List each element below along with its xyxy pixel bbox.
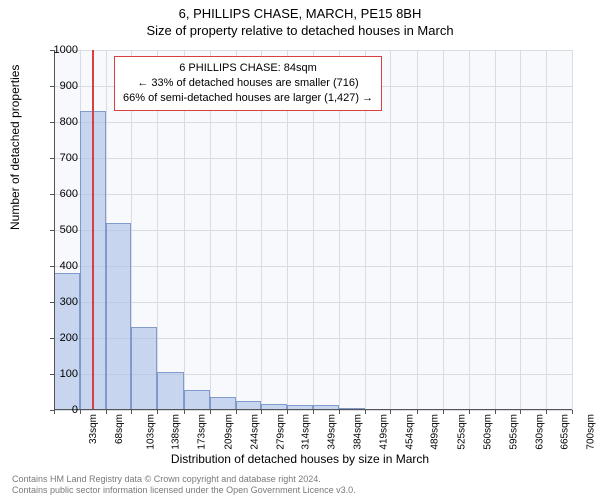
gridline-v [469, 50, 470, 410]
gridline-v [443, 50, 444, 410]
ytick-label: 0 [72, 404, 78, 416]
ytick-label: 400 [60, 260, 78, 272]
xtick-mark [365, 410, 366, 414]
highlight-line [92, 50, 94, 410]
xtick-label: 384sqm [353, 414, 364, 450]
xtick-label: 419sqm [378, 414, 389, 450]
chart-area: 6 PHILLIPS CHASE: 84sqm← 33% of detached… [54, 50, 572, 410]
ytick-label: 700 [60, 152, 78, 164]
xtick-label: 665sqm [560, 414, 571, 450]
xtick-mark [184, 410, 185, 414]
y-axis-line [54, 50, 55, 410]
xtick-label: 209sqm [223, 414, 234, 450]
xtick-mark [495, 410, 496, 414]
xtick-mark [572, 410, 573, 414]
xtick-label: 103sqm [145, 414, 156, 450]
chart-title-line2: Size of property relative to detached ho… [0, 23, 600, 38]
xtick-label: 349sqm [327, 414, 338, 450]
xtick-mark [443, 410, 444, 414]
xtick-label: 454sqm [404, 414, 415, 450]
footer-line1: Contains HM Land Registry data © Crown c… [12, 474, 356, 485]
gridline-v [390, 50, 391, 410]
xtick-mark [287, 410, 288, 414]
xtick-mark [469, 410, 470, 414]
xtick-label: 630sqm [534, 414, 545, 450]
xtick-mark [417, 410, 418, 414]
xtick-mark [339, 410, 340, 414]
xtick-label: 314sqm [301, 414, 312, 450]
histogram-bar [184, 390, 210, 410]
ytick-label: 600 [60, 188, 78, 200]
x-axis-line [54, 409, 572, 410]
xtick-label: 489sqm [430, 414, 441, 450]
gridline-v [520, 50, 521, 410]
ytick-label: 800 [60, 116, 78, 128]
ytick-label: 500 [60, 224, 78, 236]
xtick-label: 560sqm [482, 414, 493, 450]
xtick-label: 595sqm [508, 414, 519, 450]
xtick-mark [390, 410, 391, 414]
ytick-label: 1000 [54, 44, 78, 56]
histogram-bar [131, 327, 157, 410]
gridline-v [417, 50, 418, 410]
ytick-label: 200 [60, 332, 78, 344]
ytick-label: 900 [60, 80, 78, 92]
xtick-label: 173sqm [197, 414, 208, 450]
xtick-label: 700sqm [586, 414, 597, 450]
histogram-bar [157, 372, 184, 410]
xtick-mark [157, 410, 158, 414]
footer-attribution: Contains HM Land Registry data © Crown c… [12, 474, 356, 497]
annotation-line2: ← 33% of detached houses are smaller (71… [123, 76, 373, 91]
xtick-mark [106, 410, 107, 414]
xtick-label: 525sqm [457, 414, 468, 450]
xtick-mark [236, 410, 237, 414]
xtick-mark [210, 410, 211, 414]
y-axis-label: Number of detached properties [8, 65, 22, 230]
annotation-line1: 6 PHILLIPS CHASE: 84sqm [123, 61, 373, 76]
xtick-mark [546, 410, 547, 414]
xtick-label: 68sqm [114, 414, 125, 444]
histogram-bar [106, 223, 132, 410]
xtick-mark [131, 410, 132, 414]
gridline-v [495, 50, 496, 410]
xtick-mark [313, 410, 314, 414]
x-axis-label: Distribution of detached houses by size … [0, 452, 600, 466]
xtick-mark [520, 410, 521, 414]
annotation-box: 6 PHILLIPS CHASE: 84sqm← 33% of detached… [114, 56, 382, 111]
ytick-label: 300 [60, 296, 78, 308]
xtick-mark [261, 410, 262, 414]
xtick-mark [80, 410, 81, 414]
chart-title-line1: 6, PHILLIPS CHASE, MARCH, PE15 8BH [0, 6, 600, 21]
gridline-v [546, 50, 547, 410]
ytick-label: 100 [60, 368, 78, 380]
xtick-label: 138sqm [171, 414, 182, 450]
footer-line2: Contains public sector information licen… [12, 485, 356, 496]
xtick-mark [54, 410, 55, 414]
xtick-label: 244sqm [249, 414, 260, 450]
xtick-label: 279sqm [275, 414, 286, 450]
xtick-label: 33sqm [88, 414, 99, 444]
annotation-line3: 66% of semi-detached houses are larger (… [123, 91, 373, 106]
gridline-v [572, 50, 573, 410]
plot-area: 6 PHILLIPS CHASE: 84sqm← 33% of detached… [54, 50, 572, 410]
